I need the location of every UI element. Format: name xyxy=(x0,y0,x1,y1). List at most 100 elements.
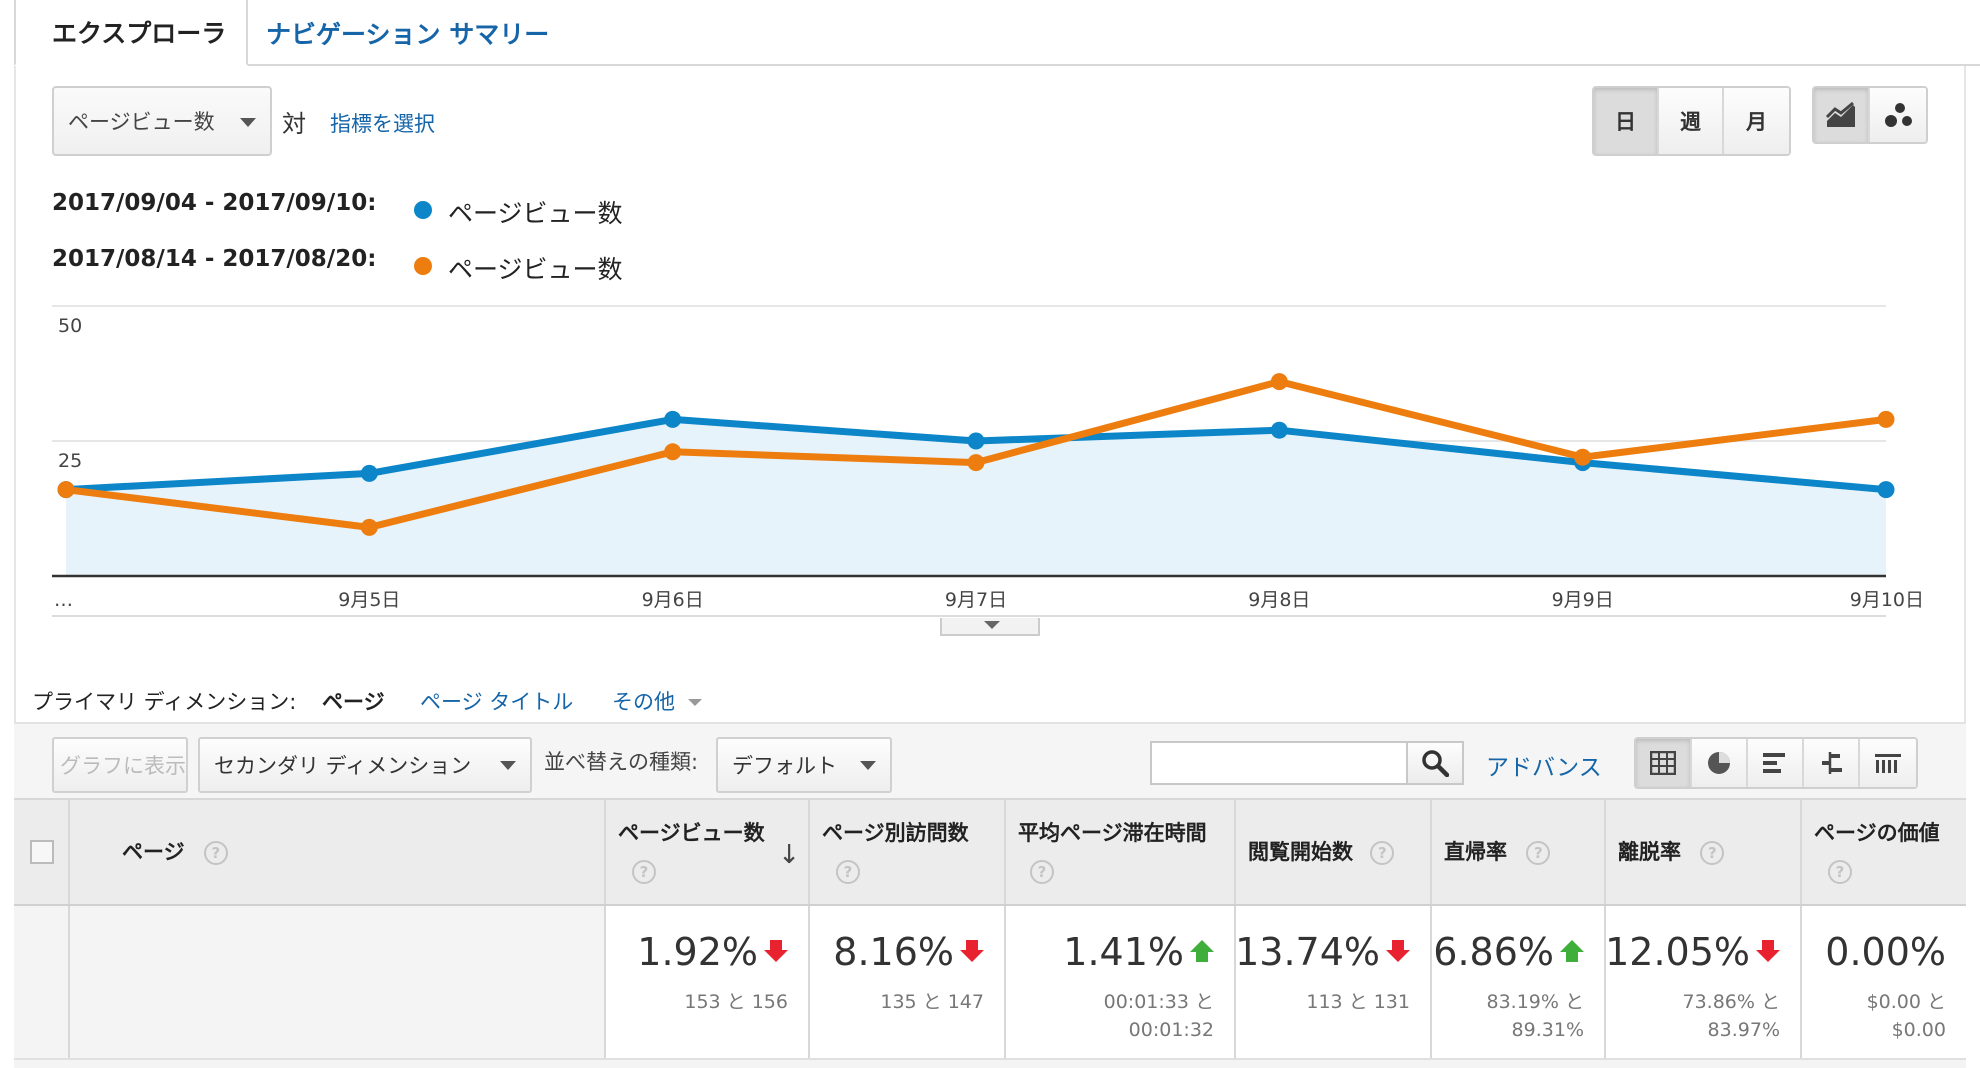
help-icon[interactable]: ? xyxy=(1700,841,1725,865)
secondary-dimension-select[interactable]: セカンダリ ディメンション xyxy=(198,737,532,793)
help-icon[interactable]: ? xyxy=(1526,841,1551,865)
comparison-view-button[interactable] xyxy=(1804,739,1860,787)
summary-comparison: 113 と 131 xyxy=(1306,991,1410,1013)
y-tick-label: 50 xyxy=(58,315,82,337)
legend-range-previous: 2017/08/14 - 2017/08/20: xyxy=(52,246,377,272)
period-day-button[interactable]: 日 xyxy=(1594,88,1659,154)
comparison-view-icon xyxy=(1822,752,1842,774)
header-page[interactable]: ページ ? xyxy=(70,800,606,904)
table-view-icon xyxy=(1650,751,1676,775)
summary-cell-exit-rate: 12.05% 73.86% と 83.97% xyxy=(1605,906,1802,1058)
x-tick-label: 9月7日 xyxy=(945,589,1007,611)
chevron-down-icon xyxy=(500,761,516,770)
chevron-down-icon xyxy=(984,621,1000,629)
chart-type-toggle xyxy=(1812,86,1928,144)
data-point-previous xyxy=(57,481,75,499)
summary-comparison: 00:01:33 と xyxy=(1103,991,1214,1013)
legend-metric-previous: ページビュー数 xyxy=(448,255,623,284)
data-point-previous xyxy=(1574,448,1592,466)
legend-metric-current: ページビュー数 xyxy=(448,199,623,228)
help-icon[interactable]: ? xyxy=(836,860,860,884)
pivot-view-button[interactable] xyxy=(1860,739,1916,787)
summary-comparison: 73.86% と xyxy=(1682,991,1781,1013)
summary-cell-page-value: 0.00% $0.00 と $0.00 xyxy=(1802,906,1966,1058)
table-search-input[interactable] xyxy=(1150,741,1408,785)
x-tick-label: 9月9日 xyxy=(1552,589,1614,611)
line-chart-button[interactable] xyxy=(1814,88,1870,142)
search-button[interactable] xyxy=(1408,741,1464,785)
arrow-down-icon xyxy=(764,940,788,964)
chevron-down-icon xyxy=(860,761,876,770)
table-view-button[interactable] xyxy=(1636,739,1692,787)
summary-value: 12.05% xyxy=(1605,930,1750,974)
x-tick-label: 9月5日 xyxy=(338,589,400,611)
dimension-other-link[interactable]: その他 xyxy=(612,686,702,716)
header-page-value-label: ページの価値 xyxy=(1814,821,1940,845)
select-all-checkbox[interactable] xyxy=(30,840,54,864)
table-view-toggle xyxy=(1634,737,1918,789)
tab-explorer[interactable]: エクスプローラ xyxy=(14,0,248,66)
header-unique-pageviews-label: ページ別訪問数 xyxy=(822,821,969,845)
select-metric-link[interactable]: 指標を選択 xyxy=(330,112,435,136)
data-point-current xyxy=(360,464,378,482)
help-icon[interactable]: ? xyxy=(632,860,656,884)
header-unique-pageviews[interactable]: ページ別訪問数 ? xyxy=(810,800,1006,904)
motion-chart-button[interactable] xyxy=(1870,88,1926,142)
summary-comparison: 153 と 156 xyxy=(684,991,788,1013)
arrow-down-icon xyxy=(1756,940,1780,964)
summary-comparison: $0.00 xyxy=(1891,1019,1946,1041)
summary-checkbox-cell xyxy=(14,906,70,1058)
header-exit-rate[interactable]: 離脱率 ? xyxy=(1606,800,1802,904)
metric-select[interactable]: ページビュー数 xyxy=(52,86,272,156)
collapse-chart-handle[interactable] xyxy=(940,618,1040,636)
dimension-page: ページ xyxy=(322,690,385,714)
summary-cell-unique-pageviews: 8.16% 135 と 147 xyxy=(810,906,1006,1058)
motion-chart-icon xyxy=(1885,103,1912,127)
header-avg-time-on-page[interactable]: 平均ページ滞在時間 ? xyxy=(1006,800,1236,904)
metric-select-value: ページビュー数 xyxy=(68,110,215,134)
arrow-down-icon xyxy=(1386,940,1410,964)
sort-type-value: デフォルト xyxy=(732,754,837,778)
help-icon[interactable]: ? xyxy=(203,841,228,865)
data-point-current xyxy=(664,410,682,428)
legend-dot-current xyxy=(414,201,432,219)
data-point-current xyxy=(1877,481,1895,499)
header-entrances[interactable]: 閲覧開始数 ? xyxy=(1236,800,1432,904)
summary-value: 1.92% xyxy=(637,930,758,974)
table-next-row xyxy=(14,1058,1966,1068)
summary-comparison: 83.97% xyxy=(1707,1019,1780,1041)
data-point-previous xyxy=(360,518,378,536)
summary-comparison: 00:01:32 xyxy=(1128,1019,1214,1041)
header-page-value[interactable]: ページの価値 ? xyxy=(1802,800,1966,904)
data-point-previous xyxy=(1270,373,1288,391)
table-header: ページ ? ページビュー数 ? ↓ ページ別訪問数 ? 平均ページ滞在時間 ? xyxy=(14,798,1966,906)
help-icon[interactable]: ? xyxy=(1030,860,1054,884)
dimension-page-title-link[interactable]: ページ タイトル xyxy=(420,690,574,714)
pie-view-button[interactable] xyxy=(1692,739,1748,787)
summary-value: 8.16% xyxy=(833,930,954,974)
x-tick-label: … xyxy=(54,589,73,611)
advanced-filter-link[interactable]: アドバンス xyxy=(1486,755,1602,781)
period-week-button[interactable]: 週 xyxy=(1659,88,1724,154)
tab-navigation-summary[interactable]: ナビゲーション サマリー xyxy=(266,20,550,49)
summary-value: 13.74% xyxy=(1235,930,1380,974)
header-pageviews[interactable]: ページビュー数 ? ↓ xyxy=(606,800,810,904)
header-page-label: ページ xyxy=(122,840,185,864)
data-table: ページ ? ページビュー数 ? ↓ ページ別訪問数 ? 平均ページ滞在時間 ? xyxy=(14,798,1966,1068)
y-tick-label: 25 xyxy=(58,450,82,472)
help-icon[interactable]: ? xyxy=(1370,841,1395,865)
arrow-up-icon xyxy=(1190,940,1214,964)
dimension-other-label: その他 xyxy=(612,690,675,714)
summary-value: 6.86% xyxy=(1433,930,1554,974)
help-icon[interactable]: ? xyxy=(1828,860,1852,884)
sort-type-select[interactable]: デフォルト xyxy=(716,737,892,793)
summary-cell-avg-time: 1.41% 00:01:33 と 00:01:32 xyxy=(1006,906,1236,1058)
summary-cell-entrances: 13.74% 113 と 131 xyxy=(1235,906,1432,1058)
show-in-graph-button[interactable]: グラフに表示 xyxy=(52,737,188,793)
performance-view-button[interactable] xyxy=(1748,739,1804,787)
pivot-view-icon xyxy=(1875,754,1901,773)
data-point-previous xyxy=(967,454,985,472)
series-area-current xyxy=(66,419,1886,576)
header-bounce-rate[interactable]: 直帰率 ? xyxy=(1432,800,1606,904)
period-month-button[interactable]: 月 xyxy=(1724,88,1789,154)
